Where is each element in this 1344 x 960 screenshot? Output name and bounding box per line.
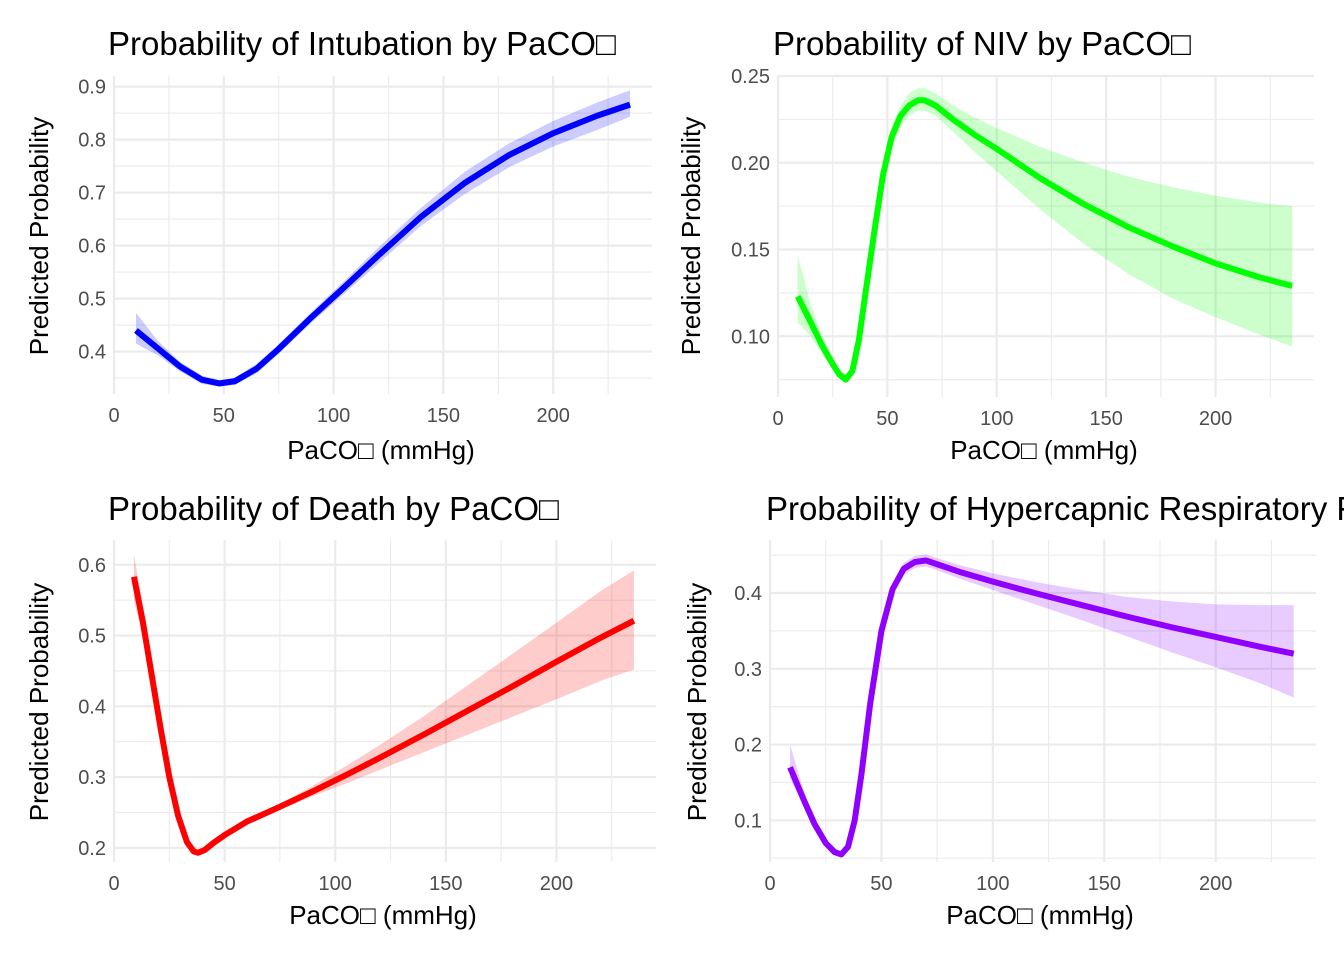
x-tick-label: 200: [540, 873, 573, 895]
x-tick-label: 0: [772, 408, 783, 430]
panel-intubation-y-axis-label: Predicted Probability: [24, 117, 54, 355]
panel-niv: Probability of NIV by PaCO□ 0 50 100 150 200…: [676, 25, 1314, 465]
y-tick-label: 0.10: [731, 326, 770, 348]
y-tick-label: 0.8: [78, 130, 106, 152]
predicted-probability-line: [787, 557, 1295, 858]
x-tick-label: 0: [108, 873, 119, 895]
panel-niv-x-axis-label: PaCO□ (mmHg): [950, 435, 1138, 465]
panel-hypercapnic-x-ticks: 0 50 100 150 200: [764, 873, 1232, 895]
confidence-band: [133, 554, 634, 854]
panel-hypercapnic-band: [790, 554, 1294, 856]
panel-intubation-y-ticks: 0.4 0.5 0.6 0.7 0.8 0.9: [78, 77, 106, 364]
x-tick-label: 50: [213, 873, 235, 895]
panel-hypercapnic-title: Probability of Hypercapnic Respiratory F…: [766, 490, 1344, 527]
x-tick-label: 100: [980, 408, 1013, 430]
panel-death-title: Probability of Death by PaCO□: [108, 490, 559, 527]
y-tick-label: 0.2: [734, 735, 762, 757]
x-tick-label: 200: [1199, 408, 1232, 430]
x-tick-label: 150: [1089, 408, 1122, 430]
y-tick-label: 0.4: [734, 583, 762, 605]
panel-niv-y-ticks: 0.10 0.15 0.20 0.25: [731, 66, 770, 348]
panel-niv-band: [797, 88, 1293, 384]
y-tick-label: 0.6: [78, 555, 106, 577]
x-tick-label: 0: [764, 873, 775, 895]
x-tick-label: 100: [319, 873, 352, 895]
panel-intubation-grid: [112, 76, 652, 394]
panel-niv-grid: [776, 74, 1314, 397]
x-tick-label: 100: [976, 873, 1009, 895]
y-tick-label: 0.1: [734, 810, 762, 832]
predicted-probability-line: [130, 576, 636, 856]
x-tick-label: 50: [870, 873, 892, 895]
panel-intubation-title: Probability of Intubation by PaCO□: [108, 25, 616, 62]
panel-niv-title: Probability of NIV by PaCO□: [773, 25, 1191, 62]
confidence-band: [790, 554, 1294, 856]
predicted-probability-line: [134, 101, 632, 387]
panel-intubation: Probability of Intubation by PaCO□ 0 50 10…: [24, 25, 652, 465]
y-tick-label: 0.3: [78, 767, 106, 789]
y-tick-label: 0.25: [731, 66, 770, 88]
panel-niv-y-axis-label: Predicted Probability: [676, 117, 706, 355]
panel-hypercapnic: Probability of Hypercapnic Respiratory F…: [682, 490, 1344, 930]
y-tick-label: 0.20: [731, 153, 770, 175]
confidence-band: [135, 90, 631, 387]
confidence-band: [797, 88, 1293, 384]
y-tick-label: 0.15: [731, 240, 770, 262]
x-tick-label: 100: [317, 405, 350, 427]
panel-hypercapnic-line: [787, 557, 1295, 858]
panel-death-y-ticks: 0.2 0.3 0.4 0.5 0.6: [78, 555, 106, 860]
x-tick-label: 50: [213, 405, 235, 427]
x-tick-label: 50: [876, 408, 898, 430]
panel-intubation-line: [134, 101, 632, 387]
y-tick-label: 0.7: [78, 183, 106, 205]
panel-hypercapnic-x-axis-label: PaCO□ (mmHg): [946, 900, 1134, 930]
x-tick-label: 150: [429, 873, 462, 895]
x-tick-label: 200: [536, 405, 569, 427]
panel-hypercapnic-y-axis-label: Predicted Probability: [682, 583, 712, 821]
panel-death: Probability of Death by PaCO□ 0 50 100 150 2…: [24, 490, 656, 930]
panel-niv-x-ticks: 0 50 100 150 200: [772, 408, 1232, 430]
panel-intubation-x-ticks: 0 50 100 150 200: [108, 405, 569, 427]
panel-hypercapnic-grid: [768, 540, 1316, 862]
panel-niv-line: [795, 97, 1293, 383]
panel-death-x-axis-label: PaCO□ (mmHg): [289, 900, 477, 930]
y-tick-label: 0.2: [78, 838, 106, 860]
panel-intubation-x-axis-label: PaCO□ (mmHg): [287, 435, 475, 465]
predicted-probability-line: [795, 97, 1293, 383]
panel-death-y-axis-label: Predicted Probability: [24, 583, 54, 821]
panel-death-x-ticks: 0 50 100 150 200: [108, 873, 573, 895]
panel-death-band: [133, 554, 634, 854]
x-tick-label: 150: [1088, 873, 1121, 895]
y-tick-label: 0.5: [78, 289, 106, 311]
y-tick-label: 0.3: [734, 659, 762, 681]
panel-hypercapnic-y-ticks: 0.1 0.2 0.3 0.4: [734, 583, 762, 832]
y-tick-label: 0.6: [78, 236, 106, 258]
x-tick-label: 150: [427, 405, 460, 427]
y-tick-label: 0.5: [78, 626, 106, 648]
y-tick-label: 0.4: [78, 342, 106, 364]
panel-intubation-band: [135, 90, 631, 387]
x-tick-label: 0: [108, 405, 119, 427]
y-tick-label: 0.4: [78, 696, 106, 718]
panel-death-line: [130, 576, 636, 856]
y-tick-label: 0.9: [78, 77, 106, 99]
x-tick-label: 200: [1199, 873, 1232, 895]
